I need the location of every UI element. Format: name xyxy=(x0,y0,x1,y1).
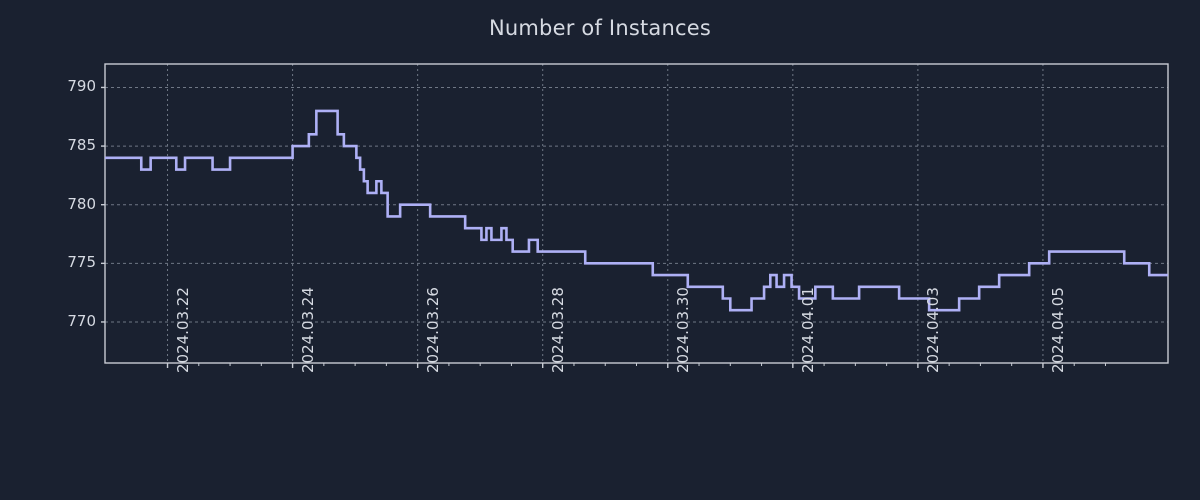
chart-title: Number of Instances xyxy=(488,16,711,40)
y-tick-label: 775 xyxy=(67,253,96,272)
x-tick-label: 2024.03.28 xyxy=(548,287,567,373)
x-tick-label: 2024.04.05 xyxy=(1048,287,1067,373)
y-tick-label: 780 xyxy=(67,194,96,213)
x-tick-label: 2024.04.01 xyxy=(798,287,817,373)
x-tick-label: 2024.03.26 xyxy=(423,287,442,373)
x-tick-label: 2024.04.03 xyxy=(923,287,942,373)
y-tick-label: 790 xyxy=(67,77,96,96)
y-tick-label: 785 xyxy=(67,136,96,155)
x-tick-label: 2024.03.24 xyxy=(298,287,317,373)
data-line-instances xyxy=(105,109,1168,312)
plot-frame xyxy=(104,63,1169,364)
x-tick-label: 2024.03.30 xyxy=(673,287,692,373)
y-tick-label: 770 xyxy=(67,311,96,330)
x-tick-label: 2024.03.22 xyxy=(173,287,192,373)
